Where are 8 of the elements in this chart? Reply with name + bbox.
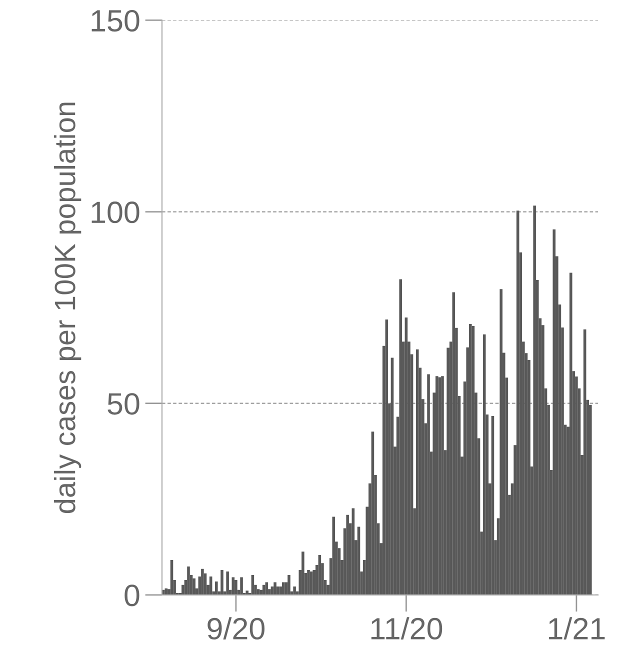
y-axis-title: daily cases per 100K population [54, 102, 82, 514]
x-tick-label: 11/20 [371, 617, 442, 640]
x-tick-label: 9/20 [208, 617, 264, 640]
y-tick-label: 50 [108, 393, 140, 415]
y-tick-label: 0 [124, 584, 140, 606]
y-tick-label: 150 [92, 10, 140, 32]
y-tick-label: 100 [92, 202, 140, 224]
x-tick-label: 1/21 [549, 617, 605, 640]
